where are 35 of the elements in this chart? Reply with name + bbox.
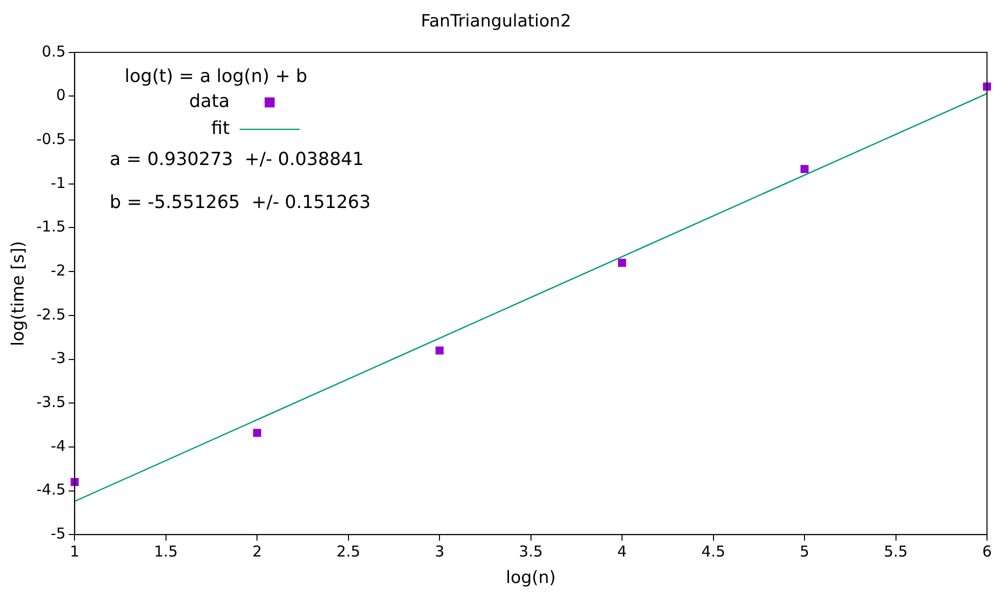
legend-label: data: [189, 91, 230, 112]
chart-title: FanTriangulation2: [420, 12, 572, 32]
y-tick-label: -2.5: [36, 305, 66, 324]
annotation: b = -5.551265 +/- 0.151263: [110, 192, 371, 214]
y-axis-title: log(time [s]): [8, 240, 29, 346]
x-tick-label: 3: [434, 542, 444, 560]
legend-title: log(t) = a log(n) + b: [124, 66, 308, 88]
x-axis-title: log(n): [506, 568, 556, 588]
x-tick-label: 4.5: [701, 542, 726, 560]
x-tick-label: 5.5: [884, 542, 908, 560]
y-tick-label: -4: [50, 436, 66, 455]
x-tick-label: 3.5: [518, 542, 543, 560]
x-tick-label: 5: [800, 542, 810, 560]
x-tick-label: 1: [70, 542, 80, 560]
point: [618, 258, 626, 267]
y-tick-label: -3: [50, 349, 66, 368]
legend-label: fit: [211, 118, 230, 140]
annotation: a = 0.930273 +/- 0.038841: [110, 149, 364, 170]
x-tick-label: 2: [252, 542, 262, 560]
y-tick-label: -2: [50, 261, 66, 280]
y-tick-label: -1.5: [36, 218, 66, 236]
y-tick-label: -3.5: [36, 392, 66, 411]
x-tick-label: 6: [982, 542, 992, 560]
y-tick-label: 0: [56, 86, 66, 104]
x-tick-label: 4: [617, 542, 627, 560]
y-tick-label: -5: [50, 524, 66, 542]
y-tick-label: -4.5: [36, 480, 66, 499]
point: [253, 428, 262, 437]
point: [800, 164, 809, 174]
y-tick-label: -1: [50, 174, 66, 192]
y-tick-label: -0.5: [36, 130, 66, 148]
x-tick-label: 1.5: [154, 542, 178, 560]
point: [436, 346, 444, 355]
x-tick-label: 2.5: [336, 542, 360, 560]
y-tick-label: 0.5: [42, 42, 66, 60]
